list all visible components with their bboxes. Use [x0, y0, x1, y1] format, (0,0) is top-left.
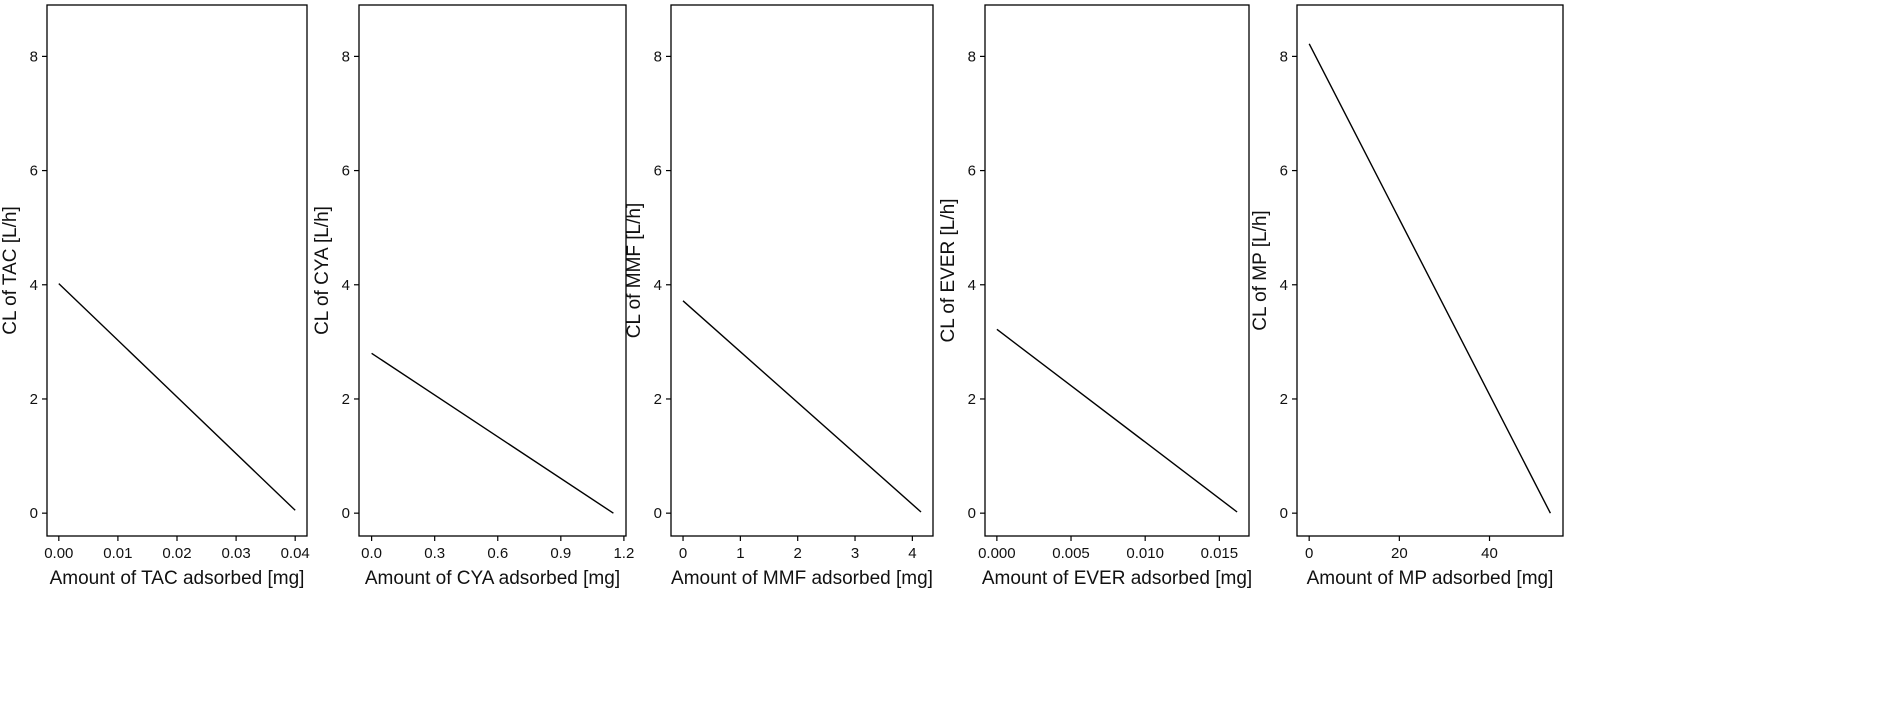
plot-frame [46, 4, 308, 537]
x-axis-label: Amount of EVER adsorbed [mg] [982, 568, 1252, 589]
y-tick-label: 0 [1280, 505, 1288, 522]
x-tick-label: 20 [1391, 545, 1408, 562]
y-tick-label: 2 [968, 391, 976, 408]
y-tick-label: 8 [968, 48, 976, 65]
series-line [58, 283, 296, 511]
y-tick-label: 6 [968, 163, 976, 180]
x-tick-label: 0.6 [487, 545, 508, 562]
y-tick-label: 4 [968, 277, 976, 294]
y-tick-label: 6 [342, 163, 350, 180]
chart-panel-4: 0 2 4 6 8 0.000 0.005 0.010 0.015 Amount of EVER … [938, 4, 1252, 589]
chart-panel-1: 0 2 4 6 8 0.00 0.01 0.02 0.03 0.04 Amount of TAC a… [0, 4, 310, 589]
chart-panel-5: 0 2 4 6 8 0 20 40 Amount of MP adsorbed [mg] CL o… [1250, 4, 1564, 589]
x-tick-label: 2 [794, 545, 802, 562]
y-tick-label: 4 [654, 277, 662, 294]
x-axis-label: Amount of CYA adsorbed [mg] [365, 568, 620, 589]
x-tick-label: 0.0 [361, 545, 382, 562]
series-line [996, 328, 1238, 513]
x-axis-label: Amount of MP adsorbed [mg] [1307, 568, 1554, 589]
x-tick-label: 0.3 [424, 545, 445, 562]
x-axis-label: Amount of TAC adsorbed [mg] [50, 568, 305, 589]
x-tick-label: 0.03 [221, 545, 250, 562]
series-line [682, 300, 922, 513]
y-tick-label: 0 [342, 505, 350, 522]
y-tick-label: 8 [342, 48, 350, 65]
x-tick-label: 0.01 [103, 545, 132, 562]
x-tick-label: 0.010 [1126, 545, 1164, 562]
y-tick-label: 8 [654, 48, 662, 65]
x-tick-label: 0 [1305, 545, 1313, 562]
y-tick-label: 4 [342, 277, 350, 294]
x-tick-label: 1 [736, 545, 744, 562]
x-tick-label: 4 [908, 545, 916, 562]
y-axis-label: CL of MP [L/h] [1250, 210, 1271, 330]
y-tick-label: 0 [968, 505, 976, 522]
y-tick-label: 2 [654, 391, 662, 408]
y-tick-label: 0 [30, 505, 38, 522]
y-tick-label: 0 [654, 505, 662, 522]
y-axis-label: CL of MMF [L/h] [624, 203, 645, 339]
plot-frame [984, 4, 1250, 537]
y-tick-label: 2 [30, 391, 38, 408]
y-tick-label: 6 [1280, 163, 1288, 180]
plot-frame [1296, 4, 1564, 537]
x-tick-label: 1.2 [613, 545, 634, 562]
x-tick-label: 0 [679, 545, 687, 562]
y-axis-label: CL of CYA [L/h] [312, 206, 333, 335]
y-axis-label: CL of EVER [L/h] [938, 199, 959, 343]
y-tick-label: 4 [30, 277, 38, 294]
y-tick-label: 6 [654, 163, 662, 180]
y-tick-label: 2 [342, 391, 350, 408]
series-line [371, 352, 614, 514]
plot-frame [358, 4, 627, 537]
x-tick-label: 0.00 [44, 545, 73, 562]
x-tick-label: 40 [1481, 545, 1498, 562]
chart-panel-3: 0 2 4 6 8 0 1 2 3 4 Amount of MMF adsorbed [mg] CL … [624, 4, 934, 589]
y-tick-label: 8 [1280, 48, 1288, 65]
chart-panel-2: 0 2 4 6 8 0.0 0.3 0.6 0.9 1.2 Amount of CYA adsorb… [312, 4, 634, 589]
y-axis-label: CL of TAC [L/h] [0, 206, 21, 334]
y-tick-label: 4 [1280, 277, 1288, 294]
x-tick-label: 0.9 [550, 545, 571, 562]
x-axis-label: Amount of MMF adsorbed [mg] [671, 568, 933, 589]
plot-frame [670, 4, 934, 537]
x-tick-label: 0.02 [162, 545, 191, 562]
x-tick-label: 0.015 [1201, 545, 1239, 562]
x-tick-label: 0.04 [281, 545, 310, 562]
x-tick-label: 0.000 [978, 545, 1016, 562]
x-tick-label: 3 [851, 545, 859, 562]
y-tick-label: 6 [30, 163, 38, 180]
y-tick-label: 2 [1280, 391, 1288, 408]
y-tick-label: 8 [30, 48, 38, 65]
series-line [1308, 43, 1552, 514]
x-tick-label: 0.005 [1052, 545, 1090, 562]
